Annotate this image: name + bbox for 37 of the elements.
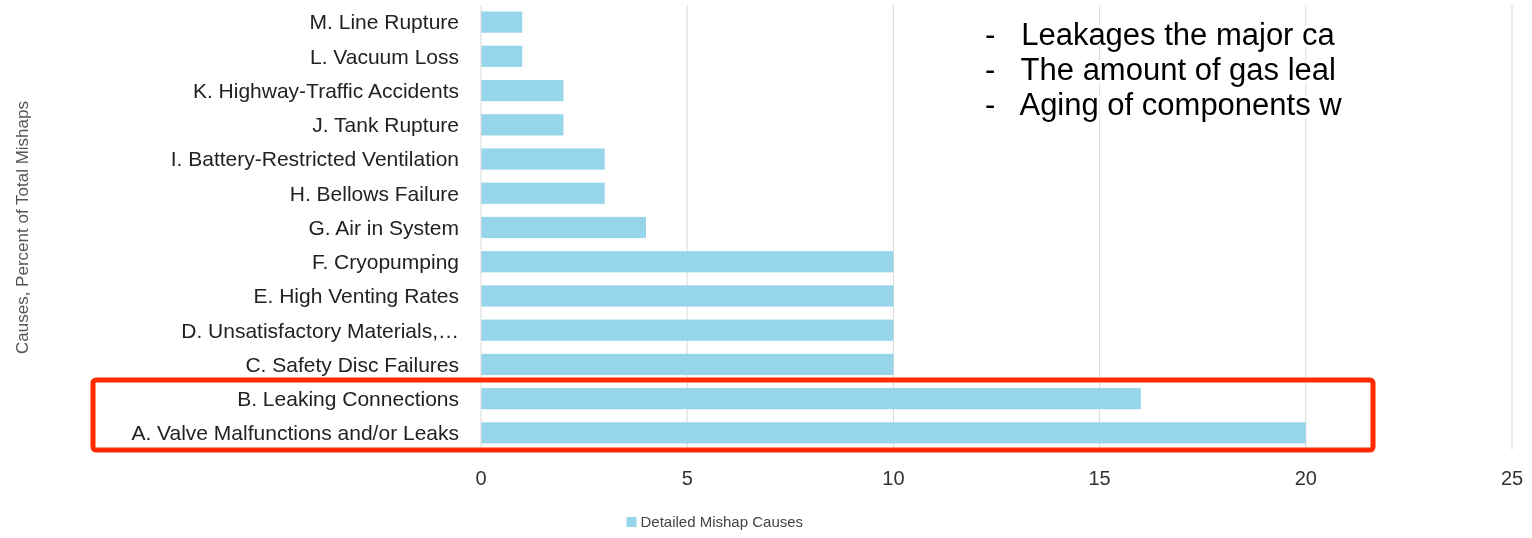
x-tick-label: 5 [681, 467, 693, 489]
y-tick-label: G. Air in System [308, 215, 459, 239]
y-tick-label: E. High Venting Rates [253, 284, 459, 308]
bar [481, 353, 894, 376]
bar [481, 251, 894, 273]
annotation: - Leakages the major ca [985, 17, 1336, 52]
y-tick-label: C. Safety Disc Failures [245, 352, 459, 376]
y-tick-label: D. Unsatisfactory Materials,… [181, 318, 459, 342]
x-tick-label: 0 [475, 467, 487, 489]
annotation: - Aging of components w [985, 87, 1343, 122]
x-tick-label: 20 [1294, 467, 1317, 489]
x-tick-label: 15 [1088, 467, 1111, 489]
y-tick-label: A. Valve Malfunctions and/or Leaks [131, 421, 459, 445]
bar [481, 182, 605, 204]
bar [481, 388, 1141, 410]
bar [481, 79, 564, 102]
bar [481, 11, 523, 33]
bar [481, 216, 646, 239]
y-tick-label: J. Tank Rupture [312, 113, 459, 137]
x-tick-label: 10 [882, 467, 905, 489]
y-tick-label: I. Battery-Restricted Ventilation [170, 147, 459, 171]
annotation: - The amount of gas leal [985, 52, 1336, 87]
legend-label: Detailed Mishap Causes [640, 513, 804, 530]
bar [481, 45, 523, 67]
y-tick-label: B. Leaking Connections [237, 387, 459, 410]
bar [481, 422, 1306, 444]
y-tick-label: K. Highway-Traffic Accidents [192, 78, 459, 102]
y-tick-label: M. Line Rupture [309, 10, 459, 34]
bar [481, 319, 894, 341]
y-tick-label: L. Vacuum Loss [309, 44, 459, 68]
bar [481, 148, 605, 170]
bar [481, 114, 564, 136]
y-tick-label: H. Bellows Failure [289, 181, 459, 205]
bar [481, 285, 894, 307]
x-tick-label: 25 [1500, 467, 1524, 489]
text: Causes, Percent of Total Mishaps [13, 101, 32, 354]
y-tick-label: F. Cryopumping [311, 250, 459, 274]
